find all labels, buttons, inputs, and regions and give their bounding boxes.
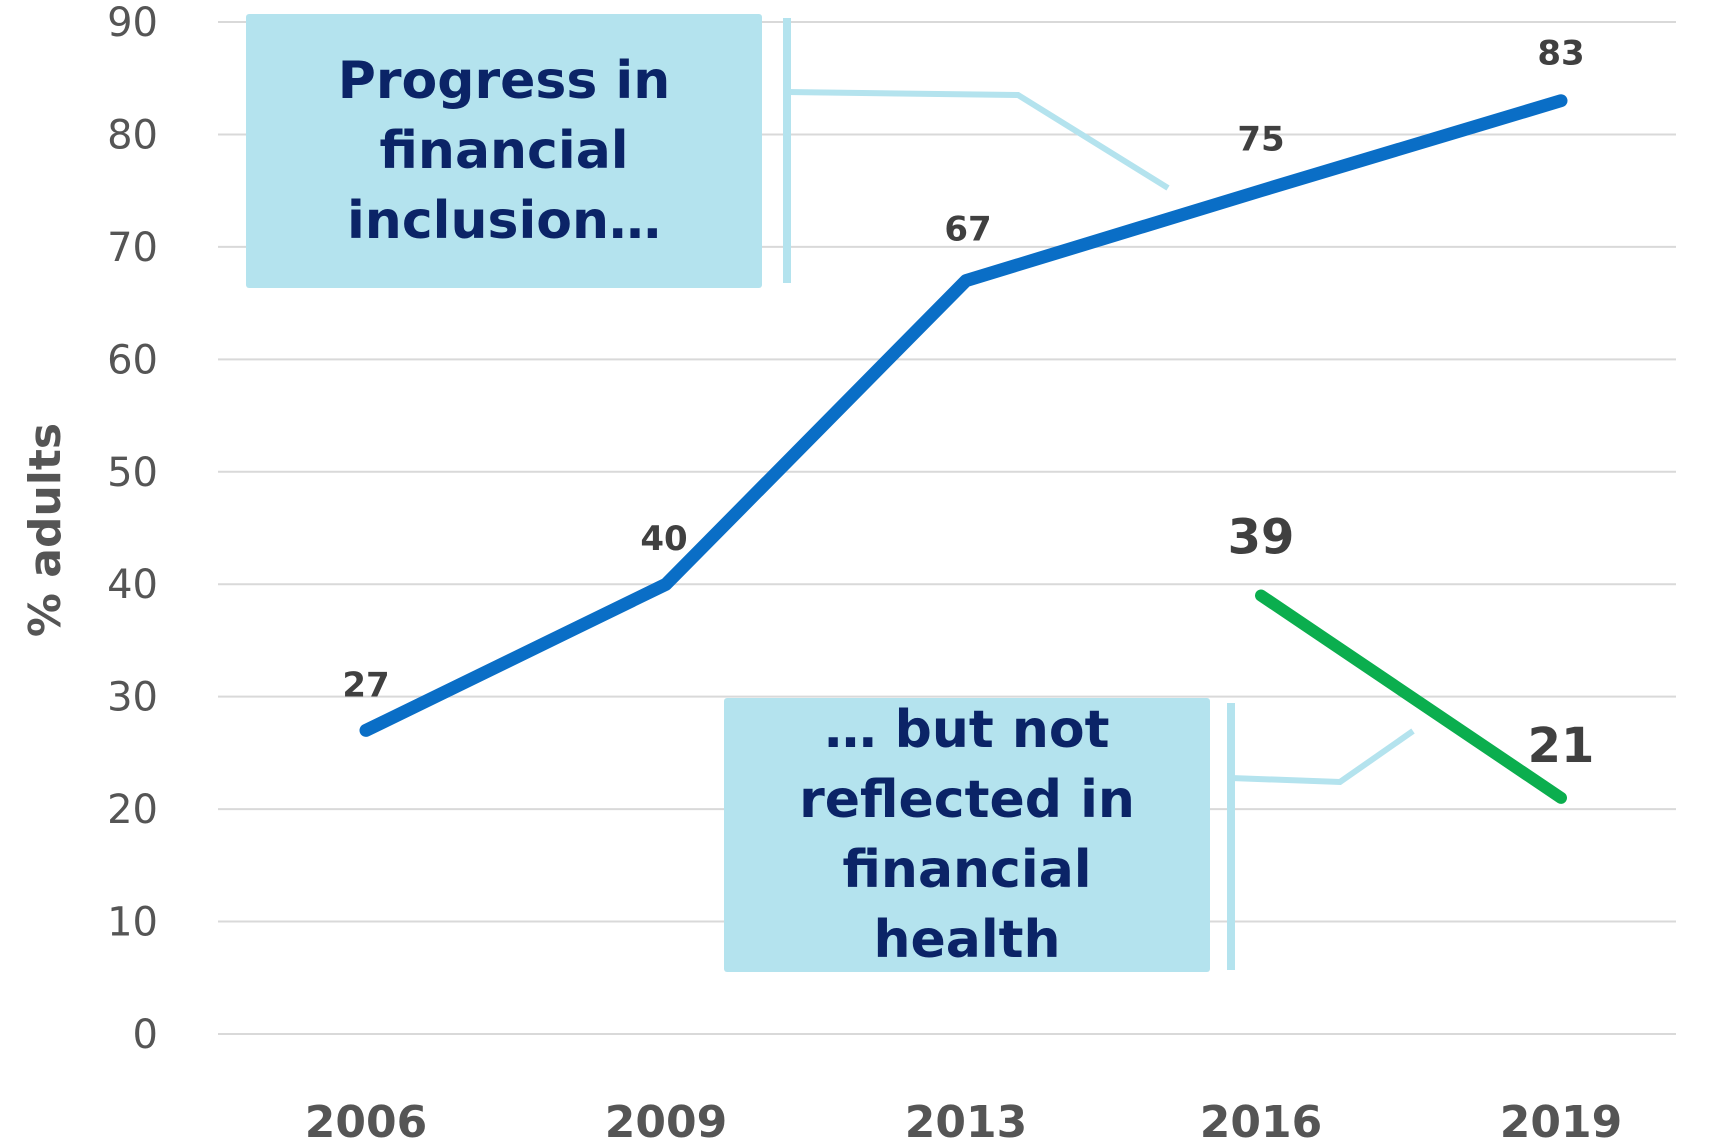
y-tick-label-70: 70 — [107, 225, 158, 271]
y-tick-label-50: 50 — [107, 450, 158, 496]
callout-inclusion-text: Progress in financial inclusion… — [337, 51, 671, 251]
series-1-line — [1255, 589, 1567, 804]
series-0-line — [359, 94, 1568, 737]
y-tick-label-10: 10 — [107, 900, 158, 946]
y-axis-label: % adults — [20, 423, 71, 637]
data-label-0-2019: 83 — [1537, 34, 1584, 74]
leader-financial-health — [1230, 728, 1415, 786]
callout-financial-health: … but not reflected in financial health — [724, 698, 1210, 972]
x-tick-label-2016: 2016 — [1200, 1097, 1322, 1143]
y-axis-ticks: 0 10 20 30 40 50 60 70 80 90 — [107, 0, 158, 1058]
callout-inclusion: Progress in financial inclusion… — [246, 14, 762, 288]
series-lines — [359, 94, 1568, 804]
x-tick-label-2013: 2013 — [905, 1097, 1027, 1143]
y-tick-label-40: 40 — [107, 562, 158, 608]
callout-financial-health-text: … but not reflected in financial health — [799, 700, 1135, 970]
data-label-0-2013: 67 — [944, 210, 991, 250]
callout-connectors — [783, 18, 1415, 970]
x-tick-label-2019: 2019 — [1500, 1097, 1622, 1143]
y-tick-label-90: 90 — [107, 0, 158, 46]
y-tick-label-30: 30 — [107, 675, 158, 721]
gridlines — [218, 21, 1676, 1035]
data-label-0-2009: 40 — [640, 519, 687, 559]
data-labels: 27 40 67 75 83 39 21 — [342, 34, 1594, 774]
y-tick-label-20: 20 — [107, 787, 158, 833]
y-tick-label-60: 60 — [107, 337, 158, 383]
y-tick-label-80: 80 — [107, 112, 158, 158]
data-label-1-2016: 39 — [1228, 509, 1295, 565]
x-tick-label-2009: 2009 — [605, 1097, 727, 1143]
data-label-1-2019: 21 — [1528, 718, 1595, 774]
y-tick-label-0: 0 — [133, 1012, 158, 1058]
data-label-0-2006: 27 — [342, 665, 389, 705]
x-axis-ticks: 2006 2009 2013 2016 2019 — [305, 1097, 1622, 1143]
x-tick-label-2006: 2006 — [305, 1097, 427, 1143]
data-label-0-2016: 75 — [1237, 120, 1284, 160]
leader-inclusion — [786, 89, 1170, 191]
